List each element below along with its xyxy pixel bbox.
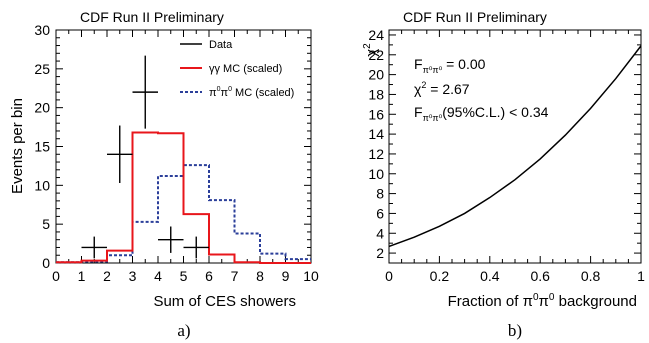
panel-b-xlabel: Fraction of π0π0 background xyxy=(448,292,637,310)
panel-a-legend: Data γγ MC (scaled) π0π0 MC (scaled) xyxy=(180,39,294,99)
y-tick-label: 15 xyxy=(34,139,50,155)
y-tick-label: 14 xyxy=(368,126,384,142)
y-tick-label: 20 xyxy=(34,100,50,116)
x-tick-label: 9 xyxy=(282,268,290,284)
y-tick-label: 10 xyxy=(34,177,50,193)
x-tick-label: 7 xyxy=(231,268,239,284)
x-tick-label: 0 xyxy=(385,268,393,284)
y-tick-label: 30 xyxy=(34,22,50,38)
y-tick-label: 5 xyxy=(42,216,50,232)
y-tick-label: 8 xyxy=(376,186,384,202)
x-tick-label: 0.8 xyxy=(581,268,601,284)
panel-b-header: CDF Run II Preliminary xyxy=(403,9,547,25)
panel-a-series xyxy=(56,55,311,264)
x-tick-label: 4 xyxy=(154,268,162,284)
panel-b-ylabel: χ2 xyxy=(362,43,380,57)
panel-a-caption: a) xyxy=(177,321,190,340)
annotation-fit-fraction: Fπ⁰π⁰ = 0.00 xyxy=(414,56,486,75)
x-tick-label: 0.4 xyxy=(480,268,500,284)
x-tick-label: 6 xyxy=(205,268,213,284)
x-tick-label: 5 xyxy=(180,268,188,284)
panel-a: CDF Run II Preliminary 0 1 2 3 4 5 6 7 8 9 10 0 5 10 1… xyxy=(9,9,319,340)
x-tick-label: 8 xyxy=(256,268,264,284)
y-tick-label: 10 xyxy=(368,166,384,182)
x-tick-label: 0.6 xyxy=(530,268,550,284)
annotation-chi2: χ2 = 2.67 xyxy=(414,80,470,97)
panel-a-xlabel: Sum of CES showers xyxy=(153,293,296,310)
y-tick-label: 4 xyxy=(376,225,384,241)
panel-b-caption: b) xyxy=(508,321,522,340)
x-tick-label: 0.2 xyxy=(430,268,450,284)
panel-a-header: CDF Run II Preliminary xyxy=(80,9,224,25)
panel-b: CDF Run II Preliminary 0 0.2 0.4 0.6 0.8 1246… xyxy=(362,9,645,340)
annotation-upper-limit: Fπ⁰π⁰(95%C.L.) < 0.34 xyxy=(414,104,549,123)
chi2-curve xyxy=(388,45,642,248)
y-tick-label: 6 xyxy=(376,205,384,221)
legend-data-label: Data xyxy=(209,39,233,51)
panel-a-ticks: 0 1 2 3 4 5 6 7 8 9 10 0 5 10 15 20 25 30 xyxy=(34,22,319,284)
panel-a-ylabel: Events per bin xyxy=(9,98,26,194)
y-tick-label: 2 xyxy=(376,245,384,261)
y-tick-label: 12 xyxy=(368,146,384,162)
x-tick-label: 1 xyxy=(637,268,645,284)
y-tick-label: 24 xyxy=(368,27,384,43)
legend-gg-label: γγ MC (scaled) xyxy=(209,63,282,75)
y-tick-label: 22 xyxy=(368,47,384,63)
panel-b-series xyxy=(388,45,642,248)
y-tick-label: 18 xyxy=(368,86,384,102)
x-tick-label: 2 xyxy=(103,268,111,284)
x-tick-label: 0 xyxy=(52,268,60,284)
y-tick-label: 16 xyxy=(368,106,384,122)
x-tick-label: 10 xyxy=(303,268,319,284)
y-tick-label: 20 xyxy=(368,67,384,83)
panel-b-annotations: Fπ⁰π⁰ = 0.00 χ2 = 2.67 Fπ⁰π⁰(95%C.L.) < … xyxy=(414,56,549,123)
legend-pi0-label: π0π0 MC (scaled) xyxy=(209,86,294,99)
x-tick-label: 1 xyxy=(78,268,86,284)
y-tick-label: 0 xyxy=(42,255,50,271)
y-tick-label: 25 xyxy=(34,61,50,77)
series-gammagamma-mc xyxy=(56,131,311,264)
x-tick-label: 3 xyxy=(129,268,137,284)
